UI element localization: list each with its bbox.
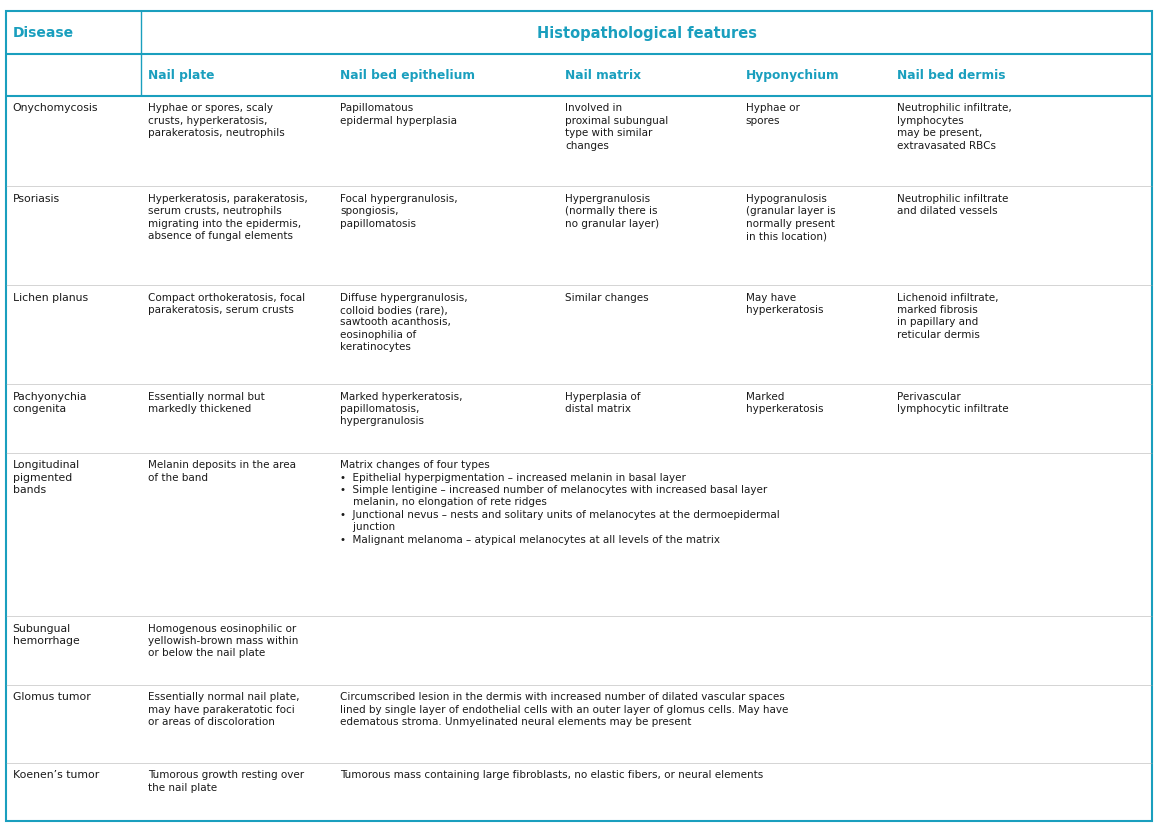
Text: Disease: Disease (13, 26, 74, 41)
Text: Hyponychium: Hyponychium (746, 69, 840, 82)
Text: Homogenous eosinophilic or
yellowish-brown mass within
or below the nail plate: Homogenous eosinophilic or yellowish-bro… (148, 623, 299, 657)
Text: Psoriasis: Psoriasis (13, 194, 60, 204)
Text: Nail plate: Nail plate (148, 69, 214, 82)
Text: Glomus tumor: Glomus tumor (13, 691, 90, 701)
Text: Hypergranulosis
(normally there is
no granular layer): Hypergranulosis (normally there is no gr… (565, 194, 659, 229)
Text: Nail bed epithelium: Nail bed epithelium (340, 69, 476, 82)
Text: Matrix changes of four types
•  Epithelial hyperpigmentation – increased melanin: Matrix changes of four types • Epithelia… (340, 460, 780, 544)
Text: Hypogranulosis
(granular layer is
normally present
in this location): Hypogranulosis (granular layer is normal… (746, 194, 835, 241)
Text: May have
hyperkeratosis: May have hyperkeratosis (746, 292, 823, 315)
Text: Longitudinal
pigmented
bands: Longitudinal pigmented bands (13, 460, 80, 494)
Text: Involved in
proximal subungual
type with similar
changes: Involved in proximal subungual type with… (565, 104, 668, 151)
Text: Pachyonychia
congenita: Pachyonychia congenita (13, 391, 87, 413)
Text: Subungual
hemorrhage: Subungual hemorrhage (13, 623, 80, 645)
Text: Perivascular
lymphocytic infiltrate: Perivascular lymphocytic infiltrate (897, 391, 1009, 413)
Text: Histopathological features: Histopathological features (537, 26, 756, 41)
Text: Marked hyperkeratosis,
papillomatosis,
hypergranulosis: Marked hyperkeratosis, papillomatosis, h… (340, 391, 463, 426)
Text: Tumorous growth resting over
the nail plate: Tumorous growth resting over the nail pl… (148, 769, 305, 792)
Text: Nail bed dermis: Nail bed dermis (897, 69, 1006, 82)
Text: Essentially normal but
markedly thickened: Essentially normal but markedly thickene… (148, 391, 265, 413)
Text: Lichen planus: Lichen planus (13, 292, 88, 302)
Text: Koenen’s tumor: Koenen’s tumor (13, 769, 98, 779)
Text: Compact orthokeratosis, focal
parakeratosis, serum crusts: Compact orthokeratosis, focal parakerato… (148, 292, 306, 315)
Text: Circumscribed lesion in the dermis with increased number of dilated vascular spa: Circumscribed lesion in the dermis with … (340, 691, 789, 726)
Text: Focal hypergranulosis,
spongiosis,
papillomatosis: Focal hypergranulosis, spongiosis, papil… (340, 194, 459, 229)
Text: Diffuse hypergranulosis,
colloid bodies (rare),
sawtooth acanthosis,
eosinophili: Diffuse hypergranulosis, colloid bodies … (340, 292, 468, 352)
Text: Onychomycosis: Onychomycosis (13, 104, 98, 113)
Text: Similar changes: Similar changes (565, 292, 648, 302)
Text: Hyphae or spores, scaly
crusts, hyperkeratosis,
parakeratosis, neutrophils: Hyphae or spores, scaly crusts, hyperker… (148, 104, 285, 138)
Text: Tumorous mass containing large fibroblasts, no elastic fibers, or neural element: Tumorous mass containing large fibroblas… (340, 769, 764, 779)
Text: Nail matrix: Nail matrix (565, 69, 642, 82)
Text: Papillomatous
epidermal hyperplasia: Papillomatous epidermal hyperplasia (340, 104, 457, 126)
Text: Hyperkeratosis, parakeratosis,
serum crusts, neutrophils
migrating into the epid: Hyperkeratosis, parakeratosis, serum cru… (148, 194, 308, 241)
Text: Lichenoid infiltrate,
marked fibrosis
in papillary and
reticular dermis: Lichenoid infiltrate, marked fibrosis in… (897, 292, 999, 339)
Text: Neutrophilic infiltrate
and dilated vessels: Neutrophilic infiltrate and dilated vess… (897, 194, 1009, 216)
Text: Hyperplasia of
distal matrix: Hyperplasia of distal matrix (565, 391, 640, 413)
Text: Neutrophilic infiltrate,
lymphocytes
may be present,
extravasated RBCs: Neutrophilic infiltrate, lymphocytes may… (897, 104, 1012, 151)
Text: Marked
hyperkeratosis: Marked hyperkeratosis (746, 391, 823, 413)
Text: Hyphae or
spores: Hyphae or spores (746, 104, 800, 126)
Text: Essentially normal nail plate,
may have parakeratotic foci
or areas of discolora: Essentially normal nail plate, may have … (148, 691, 300, 726)
Text: Melanin deposits in the area
of the band: Melanin deposits in the area of the band (148, 460, 296, 482)
